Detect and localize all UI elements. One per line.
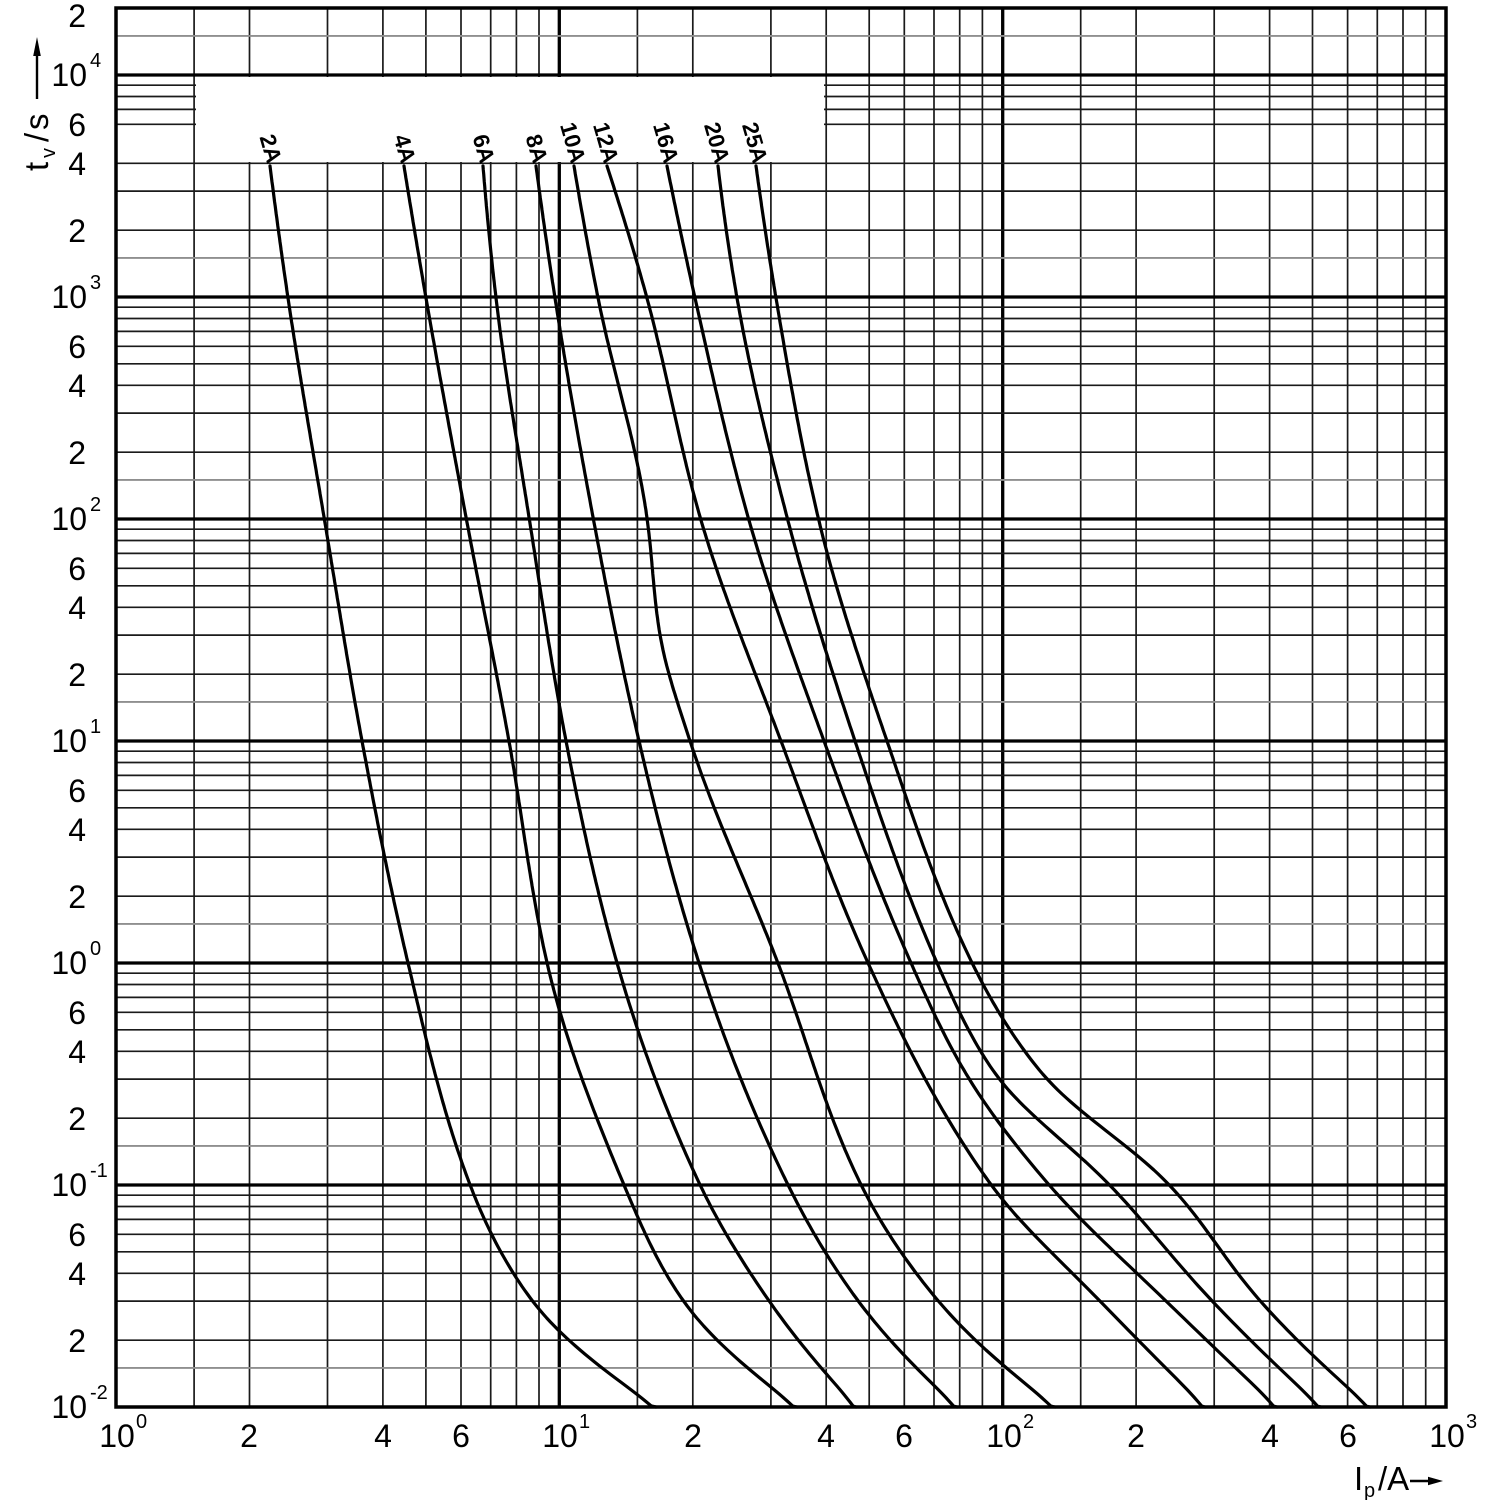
svg-text:6: 6: [1339, 1418, 1357, 1454]
svg-text:10: 10: [51, 501, 87, 537]
svg-text:t: t: [18, 162, 55, 171]
svg-text:2: 2: [68, 0, 86, 34]
svg-text:4: 4: [374, 1418, 392, 1454]
svg-text:2: 2: [68, 1323, 86, 1359]
svg-text:2: 2: [1023, 1411, 1034, 1433]
svg-text:v: v: [38, 148, 60, 158]
svg-text:10: 10: [51, 279, 87, 315]
svg-text:6: 6: [68, 773, 86, 809]
svg-text:6: 6: [895, 1418, 913, 1454]
svg-text:3: 3: [1466, 1411, 1477, 1433]
svg-text:6: 6: [68, 329, 86, 365]
svg-text:6: 6: [68, 551, 86, 587]
svg-text:6: 6: [68, 995, 86, 1031]
svg-text:10: 10: [51, 1167, 87, 1203]
svg-text:10: 10: [1429, 1418, 1465, 1454]
svg-text:6: 6: [452, 1418, 470, 1454]
svg-text:4: 4: [68, 1256, 86, 1292]
svg-text:10: 10: [51, 57, 87, 93]
svg-text:2: 2: [68, 213, 86, 249]
svg-text:0: 0: [90, 938, 101, 960]
svg-text:3: 3: [90, 272, 101, 294]
svg-text:-1: -1: [90, 1160, 108, 1182]
svg-text:6: 6: [68, 107, 86, 143]
svg-text:6: 6: [68, 1217, 86, 1253]
svg-text:10: 10: [51, 1389, 87, 1425]
svg-text:4: 4: [68, 590, 86, 626]
svg-text:0: 0: [136, 1411, 147, 1433]
svg-text:2: 2: [68, 879, 86, 915]
svg-text:2: 2: [1127, 1418, 1145, 1454]
svg-text:1: 1: [90, 716, 101, 738]
svg-text:2: 2: [68, 657, 86, 693]
svg-text:2: 2: [68, 435, 86, 471]
svg-text:4: 4: [90, 50, 101, 72]
svg-text:10: 10: [51, 945, 87, 981]
svg-text:2: 2: [90, 494, 101, 516]
svg-text:4: 4: [68, 146, 86, 182]
svg-text:-2: -2: [90, 1382, 108, 1404]
svg-text:10: 10: [99, 1418, 135, 1454]
svg-text:2: 2: [684, 1418, 702, 1454]
svg-text:2: 2: [68, 1101, 86, 1137]
svg-text:4: 4: [68, 812, 86, 848]
svg-text:I: I: [1354, 1460, 1363, 1497]
svg-text:10: 10: [986, 1418, 1022, 1454]
svg-text:10: 10: [51, 723, 87, 759]
svg-text:/A: /A: [1378, 1460, 1409, 1497]
svg-text:10: 10: [542, 1418, 578, 1454]
svg-text:4: 4: [1261, 1418, 1279, 1454]
svg-text:s: s: [18, 114, 55, 131]
svg-text:1: 1: [579, 1411, 590, 1433]
svg-text:2: 2: [240, 1418, 258, 1454]
svg-text:p: p: [1364, 1480, 1375, 1500]
svg-text:4: 4: [68, 368, 86, 404]
svg-text:4: 4: [817, 1418, 835, 1454]
svg-text:/: /: [18, 132, 55, 142]
svg-text:4: 4: [68, 1034, 86, 1070]
